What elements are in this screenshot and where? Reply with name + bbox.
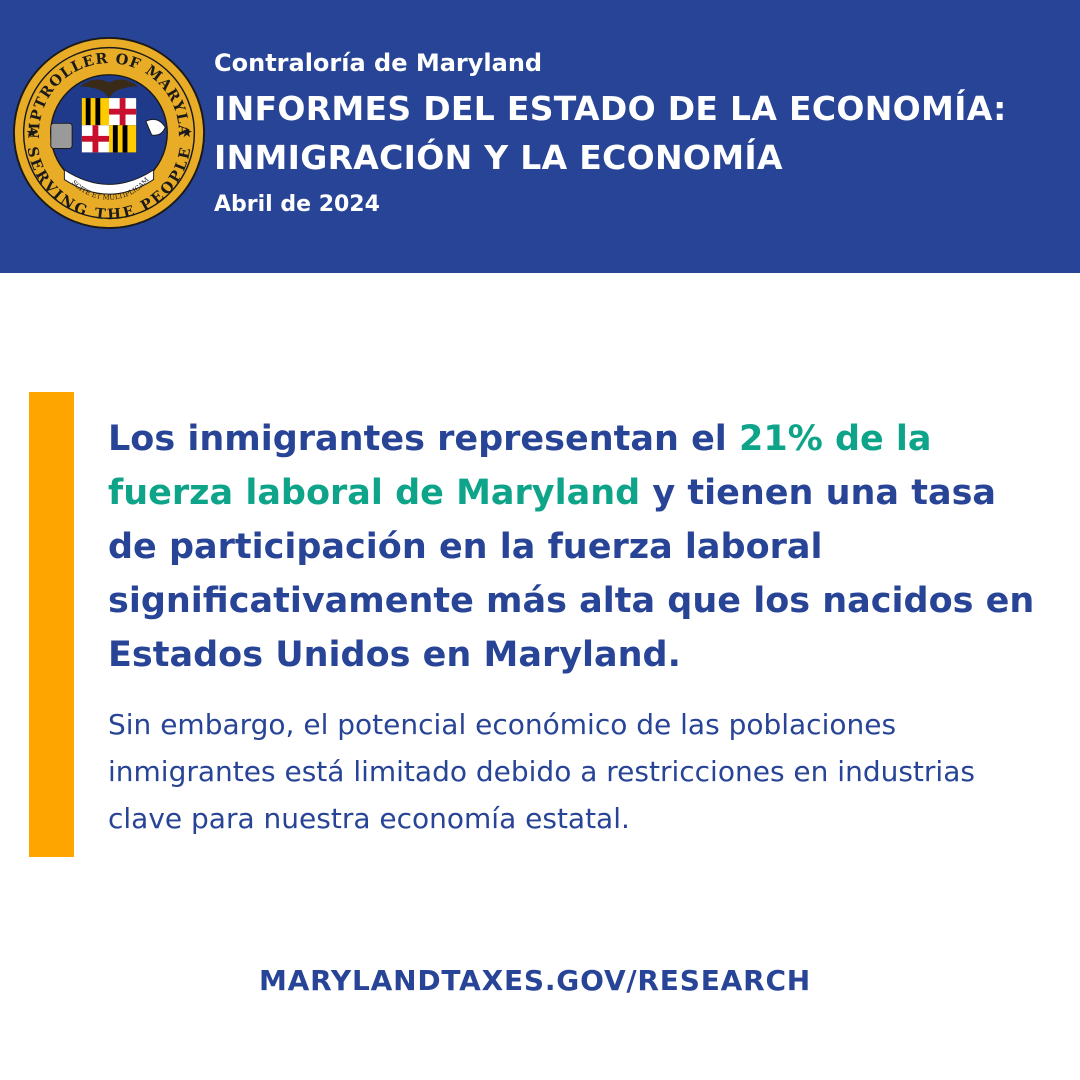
svg-text:★: ★ — [26, 125, 38, 141]
headline-part1: Los inmigrantes representan el — [108, 419, 739, 459]
body-paragraph: Sin embargo, el potencial económico de l… — [108, 708, 975, 835]
report-title-line2: INMIGRACIÓN Y LA ECONOMÍA — [214, 138, 783, 177]
headline-highlight: 21% de la fuerza laboral de Maryland — [108, 419, 932, 513]
comptroller-seal-logo: COMPTROLLER OF MARYLAND SERVING THE PEOP… — [12, 36, 206, 230]
organization-name: Contraloría de Maryland — [214, 49, 543, 77]
headline-statement: Los inmigrantes representan el 21% de la… — [108, 412, 1038, 682]
report-date: Abril de 2024 — [214, 192, 380, 217]
header-banner: COMPTROLLER OF MARYLAND SERVING THE PEOP… — [0, 0, 1080, 273]
report-title-line1: INFORMES DEL ESTADO DE LA ECONOMÍA: — [214, 89, 1007, 128]
header-text-block: Contraloría de Maryland INFORMES DEL EST… — [214, 46, 1007, 222]
report-title: INFORMES DEL ESTADO DE LA ECONOMÍA: INMI… — [214, 84, 1007, 182]
accent-bar — [29, 392, 74, 857]
headline-part2: y tienen una tasa de participación en la… — [108, 473, 1035, 675]
svg-text:★: ★ — [181, 125, 193, 141]
research-url-link[interactable]: MARYLANDTAXES.GOV/RESEARCH — [258, 964, 812, 997]
